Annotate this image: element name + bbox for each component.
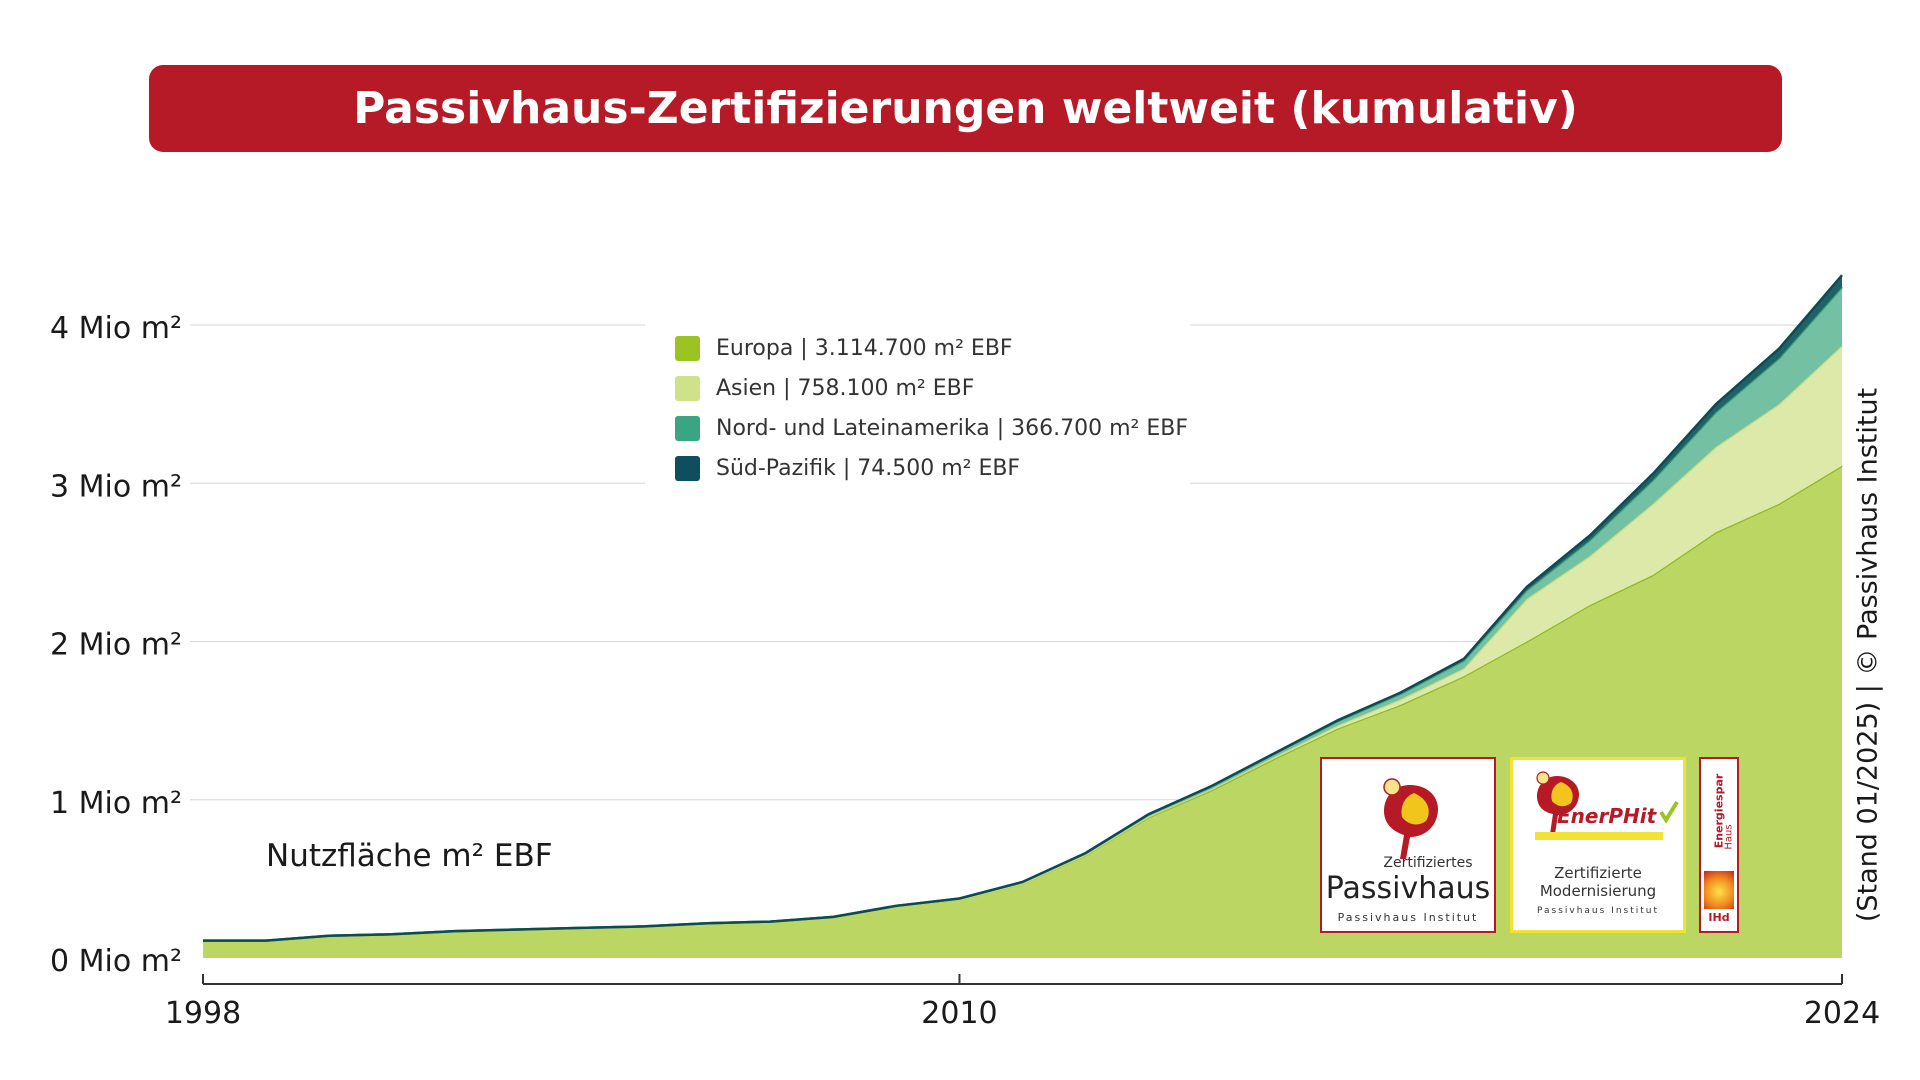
legend-label-amerika: Nord- und Lateinamerika | 366.700 m² EBF [716, 415, 1188, 441]
legend-swatch-europa [675, 335, 700, 361]
passivhaus-emblem-icon [1383, 778, 1438, 859]
enerphit-logo-line3: Passivhaus Institut [1536, 906, 1660, 916]
legend-label-europa: Europa | 3.114.700 m² EBF [716, 335, 1013, 361]
legend-label-pazifik: Süd-Pazifik | 74.500 m² EBF [716, 455, 1021, 481]
chart-legend: Europa | 3.114.700 m² EBF Asien | 758.10… [645, 318, 1190, 488]
enerphit-logo: EnerPHit Zertifizierte Modernisierung Pa… [1510, 757, 1686, 933]
y-tick-label: 0 Mio m² [50, 944, 182, 979]
y-tick-label: 2 Mio m² [50, 628, 182, 663]
passivhaus-logo-line2: Passivhaus [1325, 871, 1491, 906]
source-note: (Stand 01/2025) | © Passivhaus Institut [1852, 387, 1884, 923]
legend-label-asien: Asien | 758.100 m² EBF [716, 375, 975, 401]
legend-item-amerika: Nord- und Lateinamerika | 366.700 m² EBF [675, 408, 1188, 448]
y-tick-label: 1 Mio m² [50, 786, 182, 821]
area-asien [203, 345, 1842, 941]
area-pazifik-line [203, 274, 1843, 942]
area-label: Nutzfläche m² EBF [266, 838, 553, 874]
enerphit-logo-line2: Modernisierung [1539, 882, 1657, 900]
legend-item-europa: Europa | 3.114.700 m² EBF [675, 328, 1160, 368]
x-tick-label: 2010 [921, 996, 997, 1031]
enerphit-logo-brand: EnerPHit [1557, 804, 1657, 828]
passivhaus-logo-line1: Zertifiziertes [1383, 855, 1473, 871]
energiespar-logo: Energiespar Haus IHd [1699, 757, 1739, 933]
y-tick-label: 4 Mio m² [50, 311, 182, 346]
legend-item-pazifik: Süd-Pazifik | 74.500 m² EBF [675, 448, 1160, 488]
chart-title: Passivhaus-Zertifizierungen weltweit (ku… [353, 83, 1578, 134]
enerphit-logo-line1: Zertifizierte [1554, 864, 1642, 882]
x-tick-label: 2024 [1804, 996, 1880, 1031]
energiespar-gradient-icon [1704, 871, 1734, 909]
x-tick-label: 1998 [165, 996, 241, 1031]
legend-swatch-asien [675, 375, 700, 401]
energiespar-logo-line3: IHd [1708, 911, 1730, 924]
passivhaus-logo-line3: Passivhaus Institut [1337, 911, 1479, 924]
legend-swatch-amerika [675, 415, 700, 441]
legend-swatch-pazifik [675, 455, 700, 481]
legend-item-asien: Asien | 758.100 m² EBF [675, 368, 1160, 408]
title-banner: Passivhaus-Zertifizierungen weltweit (ku… [149, 65, 1782, 152]
energiespar-logo-line2: Haus [1723, 824, 1735, 850]
passivhaus-logo: Zertifiziertes Passivhaus Passivhaus Ins… [1320, 757, 1496, 933]
y-tick-label: 3 Mio m² [50, 469, 182, 504]
enerphit-emblem-icon [1535, 771, 1679, 840]
